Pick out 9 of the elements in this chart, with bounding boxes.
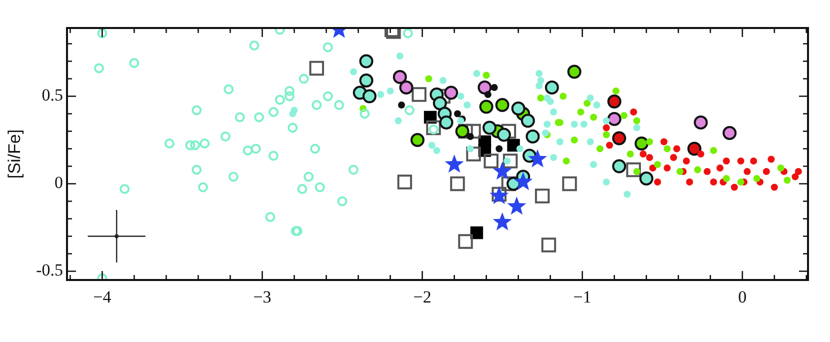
x-tick-label: 0 [738, 288, 747, 307]
x-tick-label: −4 [93, 288, 112, 307]
x-tick-label: −3 [253, 288, 272, 307]
x-tick-label: −1 [573, 288, 592, 307]
y-axis-title: [Si/Fe] [4, 129, 24, 179]
y-tick-label: 0.5 [42, 86, 63, 105]
y-tick-label: 0 [54, 173, 63, 192]
y-tick-label: -0.5 [36, 260, 63, 280]
x-tick-label: −2 [413, 288, 432, 307]
